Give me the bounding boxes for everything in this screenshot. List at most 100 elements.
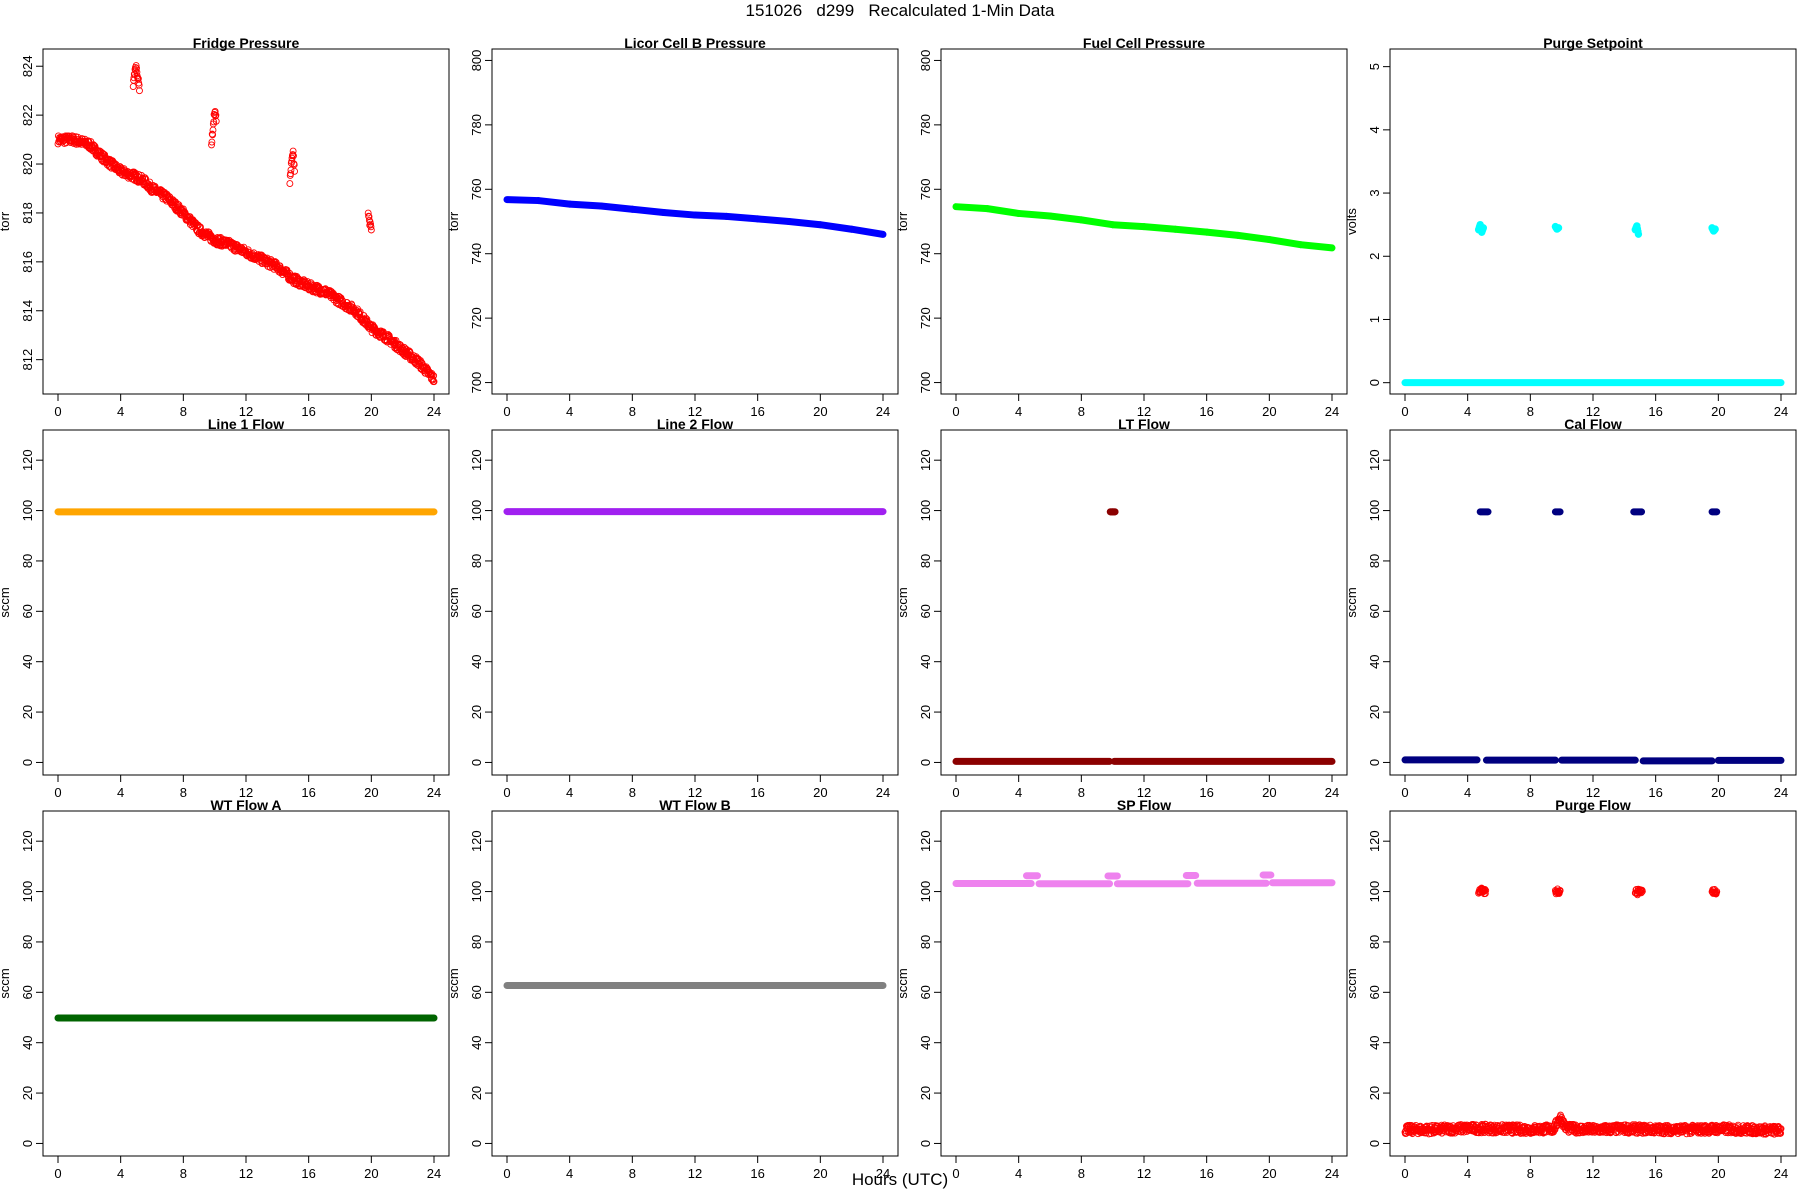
x-tick-label: 20 — [813, 785, 827, 800]
y-tick-label: 0 — [918, 1140, 933, 1147]
plot-frame — [1389, 810, 1797, 1157]
data-point — [1637, 889, 1645, 897]
y-tick-label: 812 — [20, 349, 35, 371]
data-point — [430, 378, 438, 386]
y-tick-label: 120 — [20, 830, 35, 852]
y-axis-label: torr — [446, 211, 461, 231]
x-tick-label: 4 — [1464, 1166, 1471, 1181]
y-tick-label: 80 — [20, 554, 35, 568]
plot-frame — [1389, 48, 1797, 395]
x-tick-label: 4 — [1464, 785, 1471, 800]
x-tick-label: 8 — [629, 1166, 636, 1181]
plot-frame — [1389, 429, 1797, 776]
data-point — [1479, 224, 1488, 232]
x-tick-label: 16 — [1199, 404, 1213, 419]
data-band — [566, 200, 605, 210]
panel-title: Purge Setpoint — [1543, 35, 1643, 51]
y-tick-label: 60 — [1367, 985, 1382, 999]
data-point — [1777, 1125, 1785, 1133]
plot-frame — [42, 429, 450, 776]
y-tick-label: 0 — [1367, 379, 1382, 386]
y-tick-label: 818 — [20, 202, 35, 224]
y-tick-label: 60 — [20, 604, 35, 618]
x-tick-label: 24 — [1325, 404, 1339, 419]
y-tick-label: 720 — [918, 307, 933, 329]
data-point — [289, 151, 297, 159]
panel-line-2-flow: Line 2 Flow 0 4 8 12 16 20 24 0 20 40 60 80 100 120 scc… — [446, 416, 899, 800]
y-tick-label: 780 — [918, 114, 933, 136]
y-tick-label: 20 — [469, 1086, 484, 1100]
x-tick-label: 0 — [503, 785, 510, 800]
data-point — [1556, 887, 1564, 894]
y-tick-label: 3 — [1367, 189, 1382, 196]
x-tick-label: 20 — [1262, 1166, 1276, 1181]
data-series — [1401, 884, 1785, 1138]
panel-licor-cell-b-pressure: Licor Cell B Pressure 0 4 8 12 16 20 24 700 720 74… — [446, 35, 899, 419]
data-band — [816, 221, 856, 233]
y-axis-label: sccm — [446, 587, 461, 617]
y-tick-label: 20 — [20, 1086, 35, 1100]
data-band — [1015, 209, 1054, 220]
x-tick-label: 12 — [239, 404, 253, 419]
y-tick-label: 0 — [918, 759, 933, 766]
data-point — [364, 209, 372, 217]
figure-title: 151026 d299 Recalculated 1-Min Data — [745, 1, 1055, 20]
data-band — [1077, 216, 1117, 229]
data-point — [1638, 887, 1646, 895]
x-tick-label: 16 — [301, 404, 315, 419]
panel-sp-flow: SP Flow 0 4 8 12 16 20 24 0 20 40 60 80 100 120 sccm — [895, 797, 1348, 1181]
panel-title: Purge Flow — [1555, 797, 1631, 813]
data-point — [209, 131, 217, 139]
panel-purge-flow: Purge Flow 0 4 8 12 16 20 24 0 20 40 60 80 100 120 sccm — [1344, 797, 1797, 1181]
x-tick-label: 16 — [1648, 785, 1662, 800]
y-tick-label: 5 — [1367, 63, 1382, 70]
x-tick-label: 20 — [1262, 785, 1276, 800]
x-tick-label: 12 — [239, 785, 253, 800]
y-tick-label: 820 — [20, 153, 35, 175]
y-tick-label: 100 — [1367, 500, 1382, 522]
data-band — [503, 196, 542, 205]
x-tick-label: 4 — [117, 1166, 124, 1181]
y-tick-label: 60 — [1367, 604, 1382, 618]
panel-fuel-cell-pressure: Fuel Cell Pressure 0 4 8 12 16 20 24 700 720 740 76… — [895, 35, 1348, 419]
data-point — [133, 64, 140, 72]
y-tick-label: 800 — [469, 50, 484, 72]
y-axis-label: sccm — [895, 968, 910, 998]
data-point — [289, 147, 297, 155]
x-tick-label: 24 — [1774, 404, 1788, 419]
x-tick-label: 24 — [1774, 1166, 1788, 1181]
data-band — [1203, 228, 1242, 239]
panel-title: SP Flow — [1117, 797, 1171, 813]
x-tick-label: 16 — [750, 1166, 764, 1181]
y-tick-label: 100 — [1367, 881, 1382, 903]
data-point — [1482, 887, 1490, 894]
x-tick-label: 8 — [629, 785, 636, 800]
x-tick-label: 0 — [503, 1166, 510, 1181]
x-tick-label: 20 — [364, 1166, 378, 1181]
y-tick-label: 80 — [1367, 554, 1382, 568]
x-tick-label: 8 — [1527, 1166, 1534, 1181]
y-axis-label: sccm — [1344, 587, 1359, 617]
y-tick-label: 814 — [20, 300, 35, 322]
y-tick-label: 740 — [918, 243, 933, 265]
x-tick-label: 8 — [1078, 404, 1085, 419]
data-band — [848, 225, 887, 238]
x-tick-label: 12 — [1137, 1166, 1151, 1181]
data-band — [534, 197, 574, 208]
y-tick-label: 800 — [918, 50, 933, 72]
data-point — [291, 167, 299, 175]
data-band — [1171, 225, 1211, 236]
common-x-axis-label: Hours (UTC) — [851, 1170, 949, 1189]
y-tick-label: 80 — [1367, 935, 1382, 949]
y-tick-label: 40 — [469, 1035, 484, 1049]
y-tick-label: 40 — [469, 654, 484, 668]
data-band — [983, 205, 1023, 217]
y-tick-label: 822 — [20, 104, 35, 126]
x-tick-label: 20 — [1262, 404, 1276, 419]
y-tick-label: 816 — [20, 251, 35, 273]
y-tick-label: 60 — [918, 985, 933, 999]
data-point — [132, 62, 140, 70]
y-axis-label: sccm — [895, 587, 910, 617]
